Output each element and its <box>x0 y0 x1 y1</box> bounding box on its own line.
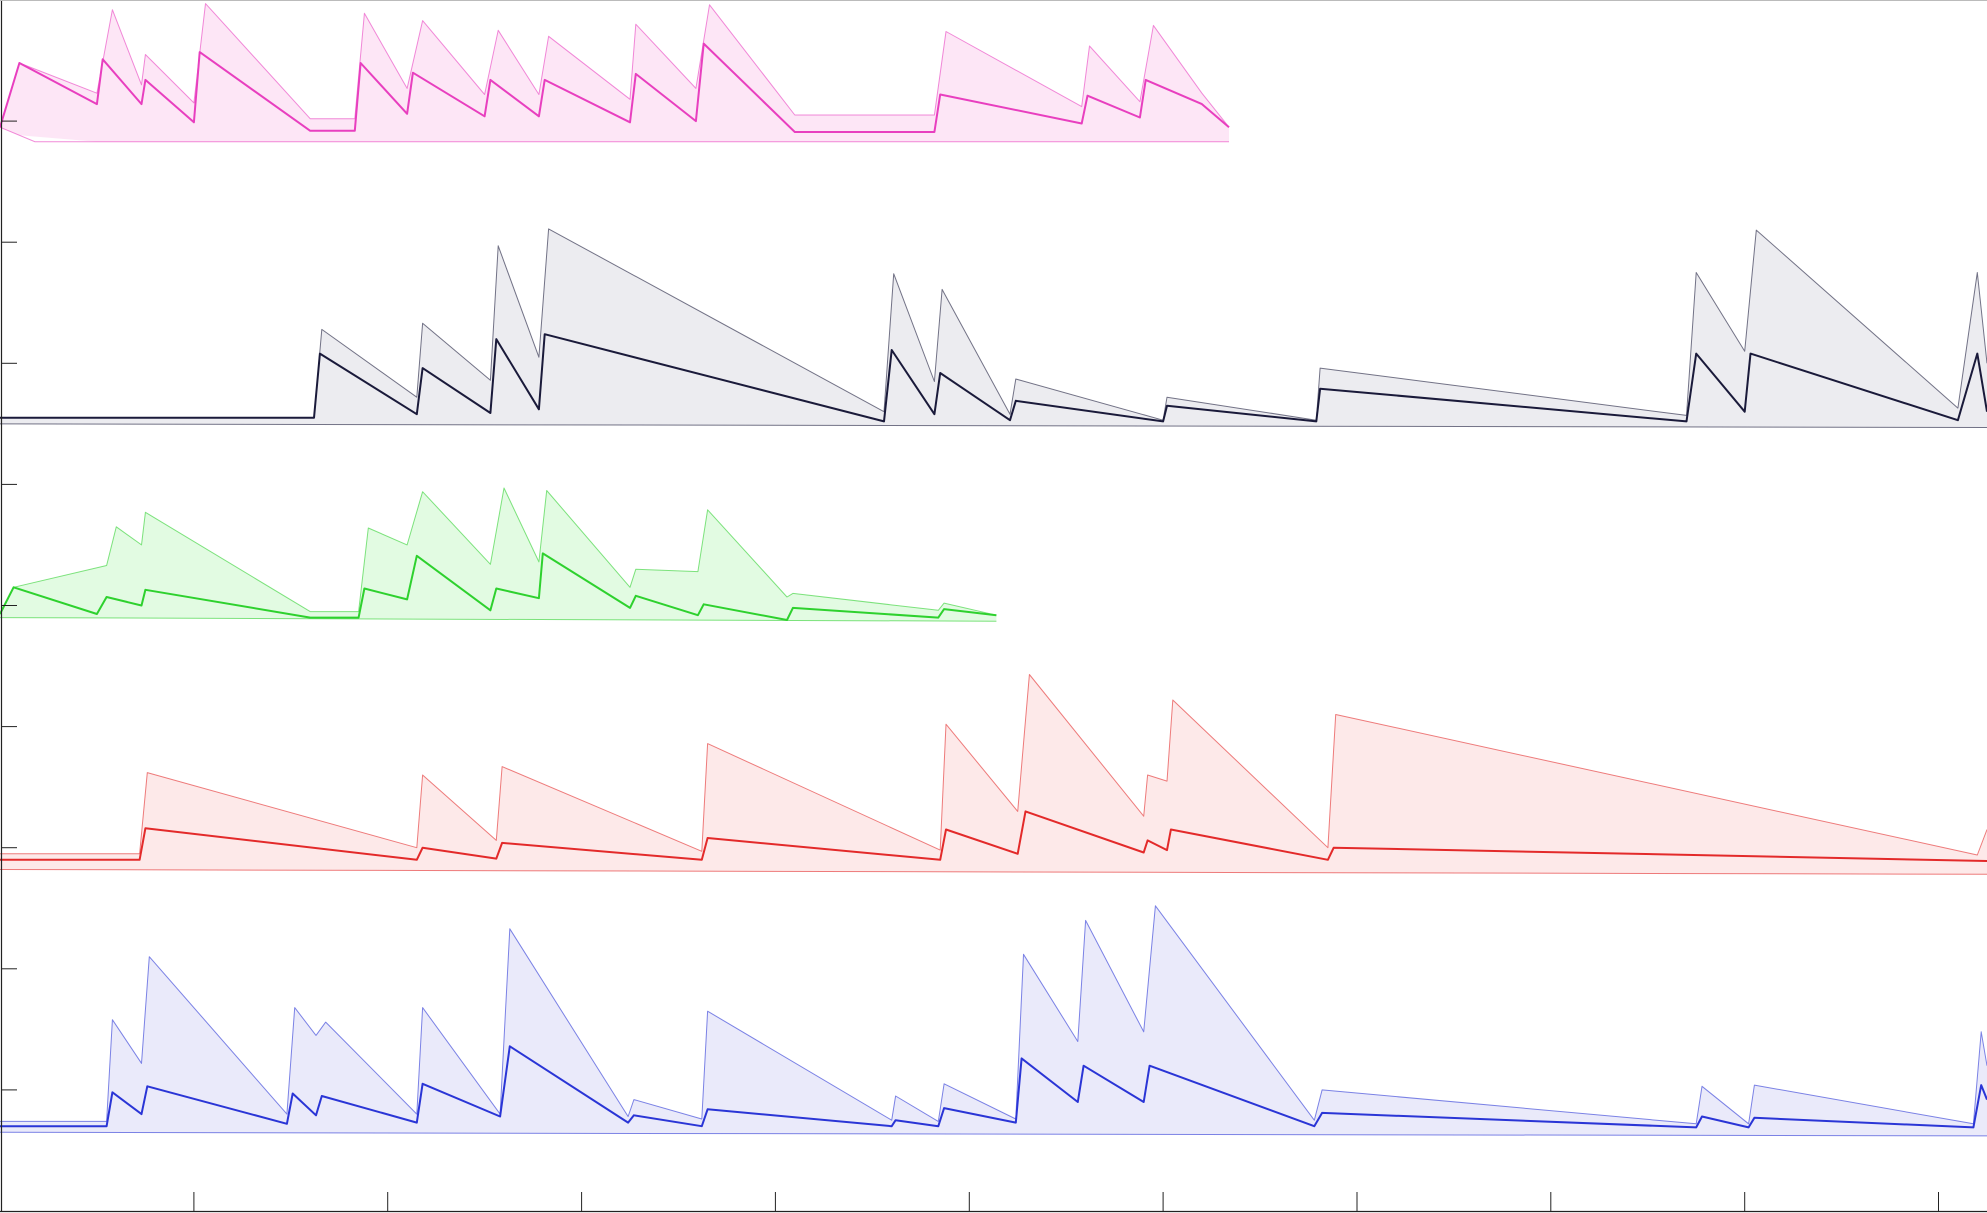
series-4-band <box>0 674 1987 875</box>
series-4-lower-line <box>0 869 1987 875</box>
series-4-mean-line <box>0 810 1987 862</box>
series-1-upper-line <box>0 3 1230 128</box>
series-1 <box>0 3 1230 143</box>
series-2-upper-line <box>0 228 1987 421</box>
series-4-upper-line <box>0 674 1987 856</box>
series-5-upper-line <box>0 905 1987 1125</box>
series-2-lower-line <box>0 423 1987 428</box>
series-5-lower-line <box>0 1131 1987 1137</box>
series-3-lower-line <box>0 617 997 622</box>
series-3-mean-line <box>0 552 997 621</box>
series-2 <box>0 228 1987 428</box>
series-5-band <box>0 905 1987 1136</box>
series-4 <box>0 674 1987 875</box>
series-1-lower-line <box>0 126 1229 143</box>
series-5 <box>0 905 1987 1137</box>
series-3-band <box>0 488 997 622</box>
series-layer <box>0 3 1987 1137</box>
series-2-mean-line <box>0 333 1987 423</box>
series-3 <box>0 487 997 622</box>
series-3-upper-line <box>0 487 997 616</box>
series-1-mean-line <box>0 42 1230 133</box>
series-5-mean-line <box>0 1045 1987 1129</box>
